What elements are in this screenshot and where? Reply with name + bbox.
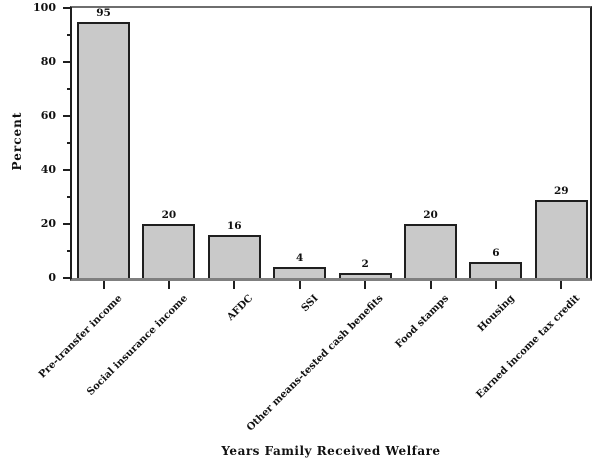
y-tick-label: 20 — [40, 217, 56, 230]
bar — [273, 267, 327, 278]
x-tick — [364, 281, 367, 289]
bar — [207, 234, 261, 278]
bar — [77, 21, 130, 278]
bar-value-label: 2 — [361, 257, 369, 270]
x-tick — [102, 281, 105, 289]
y-tick-label: 100 — [33, 1, 56, 14]
y-major-tick — [63, 61, 72, 63]
y-major-tick — [63, 169, 72, 171]
bar — [142, 224, 196, 278]
x-category-label: AFDC — [225, 293, 256, 324]
x-category-label: Housing — [475, 293, 517, 335]
bar — [338, 272, 392, 278]
bar-value-label: 4 — [296, 252, 304, 265]
y-tick-label: 40 — [40, 163, 56, 176]
y-major-tick — [63, 277, 72, 279]
x-category-label: Other means-tested cash benefits — [245, 293, 386, 434]
bar — [534, 199, 588, 278]
x-tick — [167, 281, 170, 289]
bar — [469, 261, 523, 278]
y-major-tick — [63, 7, 72, 9]
bar-value-label: 16 — [226, 219, 242, 232]
plot-area: 95 20 16 4 2 20 6 29 — [70, 6, 592, 281]
x-category-label: Earned income tax credit — [474, 293, 583, 401]
x-tick — [560, 281, 563, 289]
bar-value-label: 20 — [423, 209, 438, 221]
bar-value-label: 95 — [96, 6, 111, 19]
bar-value-label: 6 — [492, 246, 500, 259]
x-tick — [429, 281, 432, 289]
bar-value-label: 29 — [553, 184, 569, 197]
x-category-label: Food stamps — [393, 293, 452, 351]
y-major-tick — [63, 223, 72, 225]
bar-value-label: 20 — [161, 209, 177, 221]
x-category-label: SSI — [299, 293, 321, 315]
x-tick — [233, 281, 236, 289]
y-major-tick — [63, 115, 72, 117]
y-minor-tick — [67, 34, 72, 36]
bar — [404, 224, 457, 278]
x-tick — [298, 281, 301, 289]
y-minor-tick — [67, 250, 72, 252]
y-tick-label: 60 — [40, 109, 56, 122]
y-minor-tick — [67, 142, 72, 144]
y-minor-tick — [67, 88, 72, 90]
x-axis-title: Years Family Received Welfare — [221, 444, 441, 458]
x-tick — [494, 281, 497, 289]
y-minor-tick — [67, 196, 72, 198]
y-tick-label: 80 — [40, 55, 56, 68]
y-tick-label: 0 — [48, 271, 56, 284]
